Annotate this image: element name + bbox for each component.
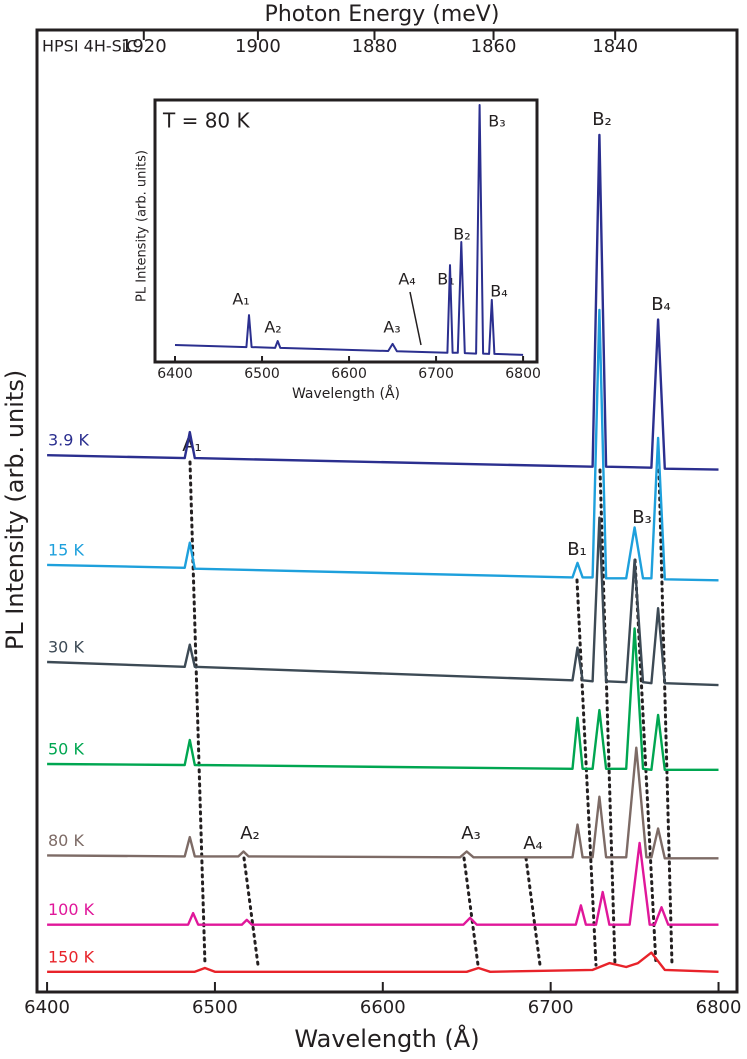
peak-label: A₂ [240,823,260,844]
x-tick-label: 6600 [331,366,367,382]
x2-tick-label: 1920 [121,36,167,57]
guide-line [575,578,598,967]
series-label: 50 K [48,740,84,759]
spectrum [47,841,719,926]
x-tick-label: 6400 [24,997,70,1018]
peak-label: A₃ [461,823,481,844]
main-plot: 6400 6500 6600 6700 6800 1920 1900 1880 1860 1840… [24,30,741,1018]
spectrum [47,746,719,860]
guide-line [242,856,260,967]
peak-label: A₁ [232,290,249,309]
series-label: 15 K [48,540,84,559]
inset-plot: 6400 6500 6600 6700 6800 [157,104,541,382]
x-tick-label: 6700 [528,997,574,1018]
series-label: 30 K [48,638,84,657]
series-label: 100 K [48,900,95,919]
x-tick-label: 6700 [418,366,454,382]
spectrum [174,104,524,356]
spectrum [47,516,719,687]
guide-line [633,558,658,967]
guide-lines [188,460,674,967]
guide-line [598,468,617,967]
x2-tick-label: 1900 [235,36,281,57]
peak-labels: A₁ B₂ B₄ B₁ B₃ A₂ A₃ A₄ [182,109,671,854]
peak-label: B₁ [567,539,587,560]
x2-axis-label: Photon Energy (meV) [265,2,500,27]
series-label: 3.9 K [48,431,90,450]
series-label: 80 K [48,831,84,850]
x-tick-label: 6500 [192,997,238,1018]
x-tick-label: 6800 [696,997,742,1018]
peak-label: B₃ [632,507,652,528]
x-axis-label: Wavelength (Å) [294,1024,479,1053]
inset-annotation: T = 80 K [162,109,250,133]
x-tick-label: 6600 [360,997,406,1018]
inset-y-axis-label: PL Intensity (arb. units) [135,150,150,302]
peak-label: A₄ [523,833,543,854]
guide-line [524,856,542,967]
spectrum [47,133,719,471]
guide-line [188,460,207,967]
sample-label: HPSI 4H-SiC [42,37,137,56]
peak-label: A₄ [398,270,415,289]
spectrum [47,627,719,771]
peak-label: B₂ [592,109,612,130]
inset-x-axis-label: Wavelength (Å) [292,385,400,402]
x-tick-label: 6400 [157,366,193,382]
guide-line [462,856,480,967]
inset-peak-labels: A₁ A₂ A₃ A₄ B₁ B₂ B₃ B₄ [232,112,507,337]
spectrum [47,951,719,973]
x2-tick-label: 1840 [592,36,638,57]
peak-label: B₃ [488,112,505,131]
peak-label: B₂ [453,225,470,244]
y-axis-label: PL Intensity (arb. units) [1,370,29,650]
x2-tick-label: 1880 [352,36,398,57]
inset-frame [153,98,539,364]
peak-label: B₄ [490,282,507,301]
peak-label: A₂ [264,318,281,337]
guide-line [657,468,674,967]
series-label: 150 K [48,947,95,966]
plot-frame [35,28,739,994]
peak-label: A₃ [383,318,400,337]
x-tick-label: 6800 [505,366,541,382]
peak-label: B₄ [651,294,671,315]
peak-label: B₁ [437,270,454,289]
x2-tick-label: 1860 [471,36,517,57]
spectrum [47,308,719,582]
x-tick-label: 6500 [244,366,280,382]
pointer-line [409,291,422,346]
